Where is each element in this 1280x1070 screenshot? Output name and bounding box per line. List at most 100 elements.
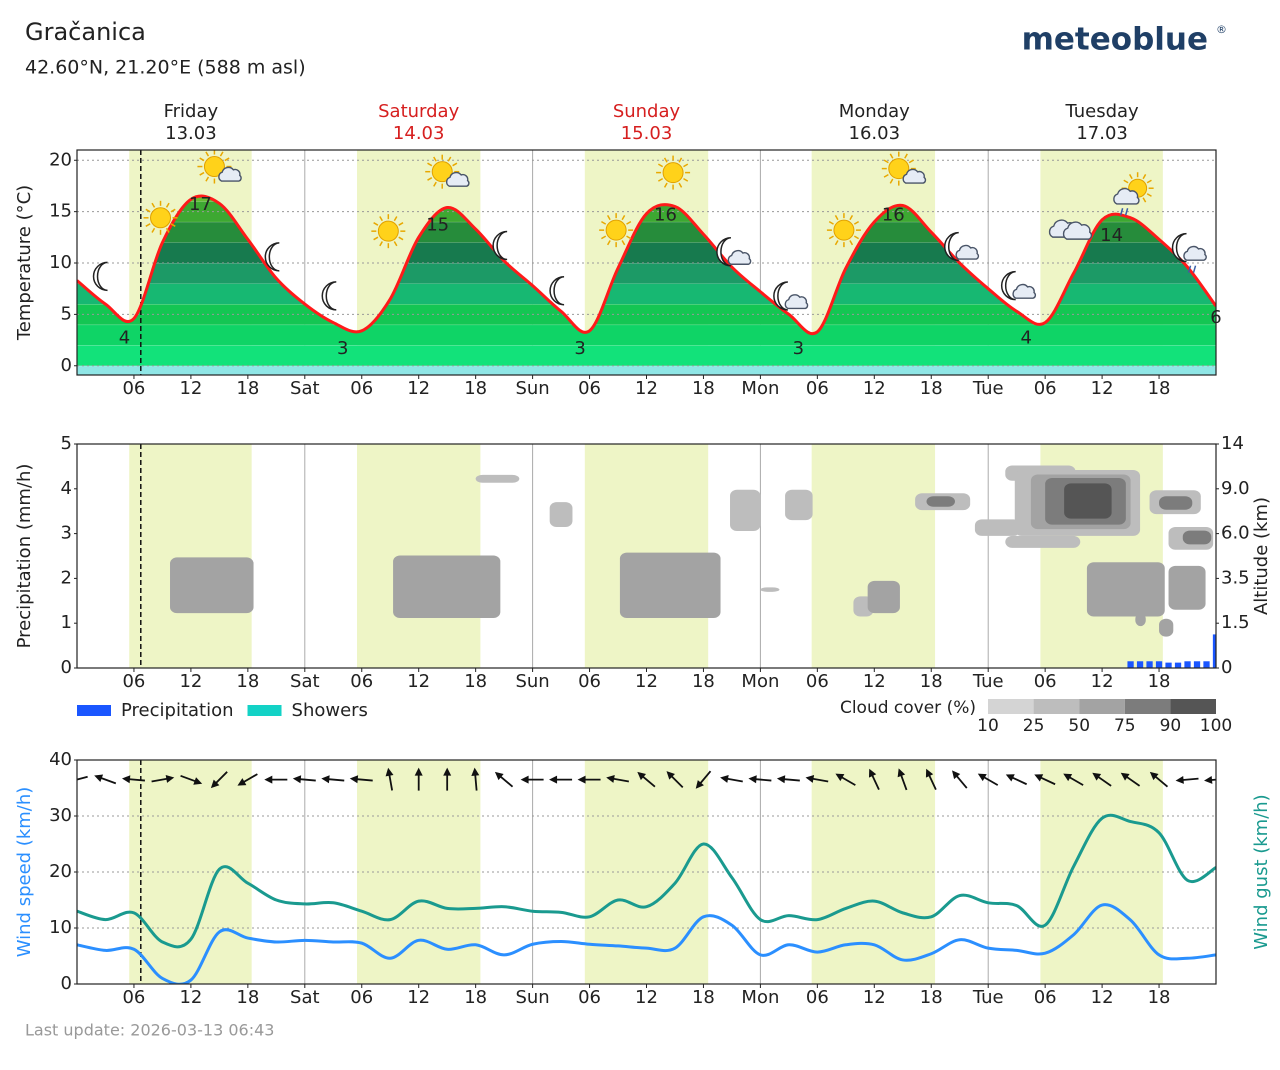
sun-ray [165,202,170,208]
x-tick-label: 18 [464,378,487,399]
cloud [1012,283,1037,299]
moon [264,242,280,272]
weather-icon [716,237,752,267]
wind-arrow [349,775,373,784]
sun-ray [621,215,626,221]
arrow-head [494,771,504,781]
arrow-head [748,775,757,784]
x-tick-label: Sat [290,671,320,692]
cloud-layer [1064,483,1112,519]
wind-arrow [695,770,712,789]
wind-arrow [237,773,258,786]
sun-ray [606,240,611,246]
weather-icon [264,242,280,272]
rain [1187,265,1192,273]
cloud-legend-tick: 100 [1200,716,1232,736]
x-tick-label: 12 [863,987,886,1008]
wind-arrow [897,768,908,791]
cloud-layer [760,587,780,592]
x-tick-label: Mon [741,378,779,399]
y-tick-label: 5 [61,303,72,324]
y2-tick-label: 14 [1221,433,1244,454]
x-tick-label: 18 [920,987,943,1008]
cloud-legend-swatch [1033,699,1080,714]
sun-ray [1146,179,1152,184]
y-tick-label: 10 [49,252,72,273]
arrow-head [549,775,558,784]
cloud-layer [785,489,813,521]
temperature-extreme: 14 [1100,225,1123,246]
weather-icon [1171,232,1207,273]
x-tick-label: 06 [578,987,601,1008]
rain [1119,208,1124,216]
x-tick-label: 12 [863,671,886,692]
wind-arrow [1149,771,1169,788]
sun-ray [889,153,894,159]
arrow-head [776,775,786,784]
cloud-layer [926,496,955,507]
weather-icon [371,214,406,249]
sun-ray [398,236,404,241]
cloud-layer [974,519,1021,536]
sun-ray [834,240,839,246]
sun-ray [447,156,452,162]
x-tick-label: 18 [692,671,715,692]
day-name: Tuesday [1064,101,1139,122]
cloud-legend-tick: 75 [1114,716,1136,736]
cloud [1062,221,1093,240]
sun-ray [379,216,383,222]
logo: meteoblue [1022,22,1208,58]
sun-ray [1146,193,1152,197]
arrow-head [1092,772,1102,781]
wind-arrow [414,767,423,791]
moon [1171,232,1187,263]
weather-icon [881,151,927,186]
moon [549,276,565,306]
x-tick-label: 18 [692,987,715,1008]
arrow-shaft [77,775,88,783]
y-tick-label: 20 [49,149,72,170]
wind-arrow [805,774,829,783]
arrow-head [414,767,423,776]
y-tick-label: 40 [49,749,72,770]
temperature-extreme: 3 [574,338,585,359]
precipitation-bar [1184,661,1191,668]
plot-area [129,444,1216,668]
weather-icon [1048,219,1093,240]
arrow-head [1005,774,1015,782]
x-tick-label: Tue [972,671,1004,692]
series-line [77,194,1216,336]
weather-icon [197,149,242,184]
location-title: Gračanica [25,18,146,46]
cloud [445,171,470,187]
cloud-legend-title: Cloud cover (%) [840,698,976,718]
x-tick-label: 12 [407,671,430,692]
y-tick-label: 2 [61,567,72,588]
sun-ray [1142,174,1147,180]
x-tick-label: 12 [179,987,202,1008]
weather-icon [425,154,470,189]
wind-arrow [666,771,684,789]
wind-arrow [952,770,968,789]
arrow-head [520,775,529,784]
wind-arrow [748,775,772,784]
sun-ray [199,157,205,162]
cloud [1113,187,1140,205]
temperature-band [77,365,1216,375]
wind-arrow [1175,775,1199,784]
temperature-extreme: 4 [119,328,130,349]
cloud-legend-tick: 50 [1068,716,1090,736]
sun-disc [833,219,855,241]
legend-swatch [247,705,282,716]
x-tick-label: Tue [972,378,1004,399]
y2-axis-label: Wind gust (km/h) [1251,794,1272,949]
sun-ray [657,163,664,168]
temperature-extreme: 4 [1020,328,1031,349]
x-tick-label: 18 [1148,987,1171,1008]
wind-arrow [385,767,394,791]
sun-ray [683,163,689,168]
sun-disc [150,207,172,229]
sun-disc [888,158,910,180]
sun-ray [393,241,398,247]
